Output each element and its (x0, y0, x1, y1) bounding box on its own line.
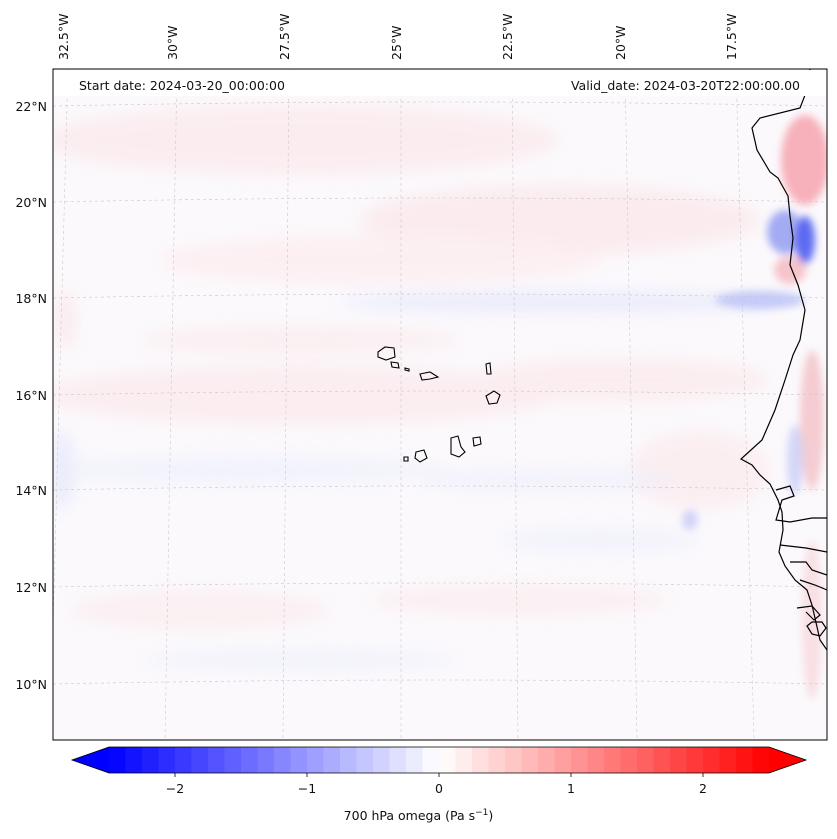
colorbar-cell (406, 747, 423, 773)
parallel-line (53, 485, 827, 491)
cape-verde-islands (377, 346, 501, 463)
lon-label: 20°W (613, 25, 628, 60)
omega-field (53, 69, 827, 740)
lat-label: 14°N (15, 483, 47, 498)
units: (Pa s−1) (445, 808, 494, 824)
colorbar-cell (373, 747, 390, 773)
lat-label: 10°N (15, 677, 47, 692)
colorbar-cell (142, 747, 159, 773)
colorbar-cell (670, 747, 687, 773)
map-frame (52, 68, 828, 741)
graticule (53, 69, 827, 740)
colorbar-tick-label: 1 (567, 781, 575, 796)
colorbar-cell (208, 747, 225, 773)
colorbar-cell (604, 747, 621, 773)
parallel-line (53, 293, 827, 299)
colorbar-cell (158, 747, 176, 773)
lon-label: 17.5°W (724, 14, 739, 60)
latitude-labels: 22°N 20°N 18°N 16°N 14°N 12°N 10°N (15, 99, 47, 692)
colorbar-cell (703, 747, 720, 773)
colorbar-cell (356, 747, 374, 773)
colorbar-title: 700 hPa omega (Pa s−1) (0, 808, 837, 823)
colorbar-cells (109, 747, 770, 773)
colorbar-left-extension (72, 747, 109, 773)
lon-label: 22.5°W (500, 14, 515, 60)
colorbar-cell (109, 747, 126, 773)
colorbar-cell (472, 747, 489, 773)
coastline (739, 69, 827, 651)
lat-label: 12°N (15, 580, 47, 595)
colorbar-tick-label: 2 (699, 781, 707, 796)
parallel-line (53, 679, 827, 685)
colorbar-cell (587, 747, 605, 773)
valid-date-label: Valid_date: 2024-03-20T22:00:00.00 (571, 78, 800, 93)
colorbar-cell (505, 747, 522, 773)
colorbar-outline (70, 746, 808, 774)
longitude-labels: 32.5°W 30°W 27.5°W 25°W 22.5°W 20°W 17.5… (56, 14, 739, 60)
colorbar-cell (736, 747, 753, 773)
parallel-line (53, 101, 827, 107)
parallel-line (53, 390, 827, 396)
colorbar-cell (257, 747, 275, 773)
lat-label: 20°N (15, 195, 47, 210)
colorbar-cell (191, 747, 209, 773)
colorbar-cell (538, 747, 555, 773)
colorbar-cell (175, 747, 192, 773)
lat-label: 16°N (15, 388, 47, 403)
info-strip (53, 70, 827, 96)
colorbar-cell (686, 747, 704, 773)
lon-label: 30°W (165, 25, 180, 60)
colorbar-cell (389, 747, 407, 773)
colorbar-tick-label: 0 (435, 781, 443, 796)
parallel-line (53, 582, 827, 588)
colorbar-cell (241, 747, 258, 773)
colorbar-cell (224, 747, 242, 773)
lon-label: 25°W (389, 25, 404, 60)
colorbar: −2 −1 0 1 2 (70, 746, 808, 796)
colorbar-cell (274, 747, 291, 773)
lat-label: 18°N (15, 291, 47, 306)
lon-label: 27.5°W (277, 14, 292, 60)
variable-name: 700 hPa omega (343, 808, 442, 824)
colorbar-cell (637, 747, 654, 773)
lon-label: 32.5°W (56, 14, 71, 60)
lat-label: 22°N (15, 99, 47, 114)
colorbar-cell (488, 747, 506, 773)
colorbar-cell (125, 747, 143, 773)
colorbar-cell (571, 747, 588, 773)
colorbar-cell (554, 747, 572, 773)
colorbar-cell (307, 747, 324, 773)
colorbar-ticks: −2 −1 0 1 2 (166, 773, 707, 796)
colorbar-cell (439, 747, 456, 773)
colorbar-tick-label: −1 (298, 781, 316, 796)
colorbar-cell (290, 747, 308, 773)
colorbar-tick-label: −2 (166, 781, 184, 796)
colorbar-cell (752, 747, 770, 773)
start-date-label: Start date: 2024-03-20_00:00:00 (79, 78, 285, 93)
colorbar-cell (653, 747, 671, 773)
parallel-line (53, 197, 827, 203)
colorbar-cell (719, 747, 737, 773)
colorbar-cell (620, 747, 638, 773)
colorbar-cell (422, 747, 440, 773)
colorbar-cell (521, 747, 539, 773)
colorbar-cell (455, 747, 473, 773)
colorbar-cell (340, 747, 357, 773)
colorbar-cell (323, 747, 341, 773)
colorbar-right-extension (769, 747, 806, 773)
